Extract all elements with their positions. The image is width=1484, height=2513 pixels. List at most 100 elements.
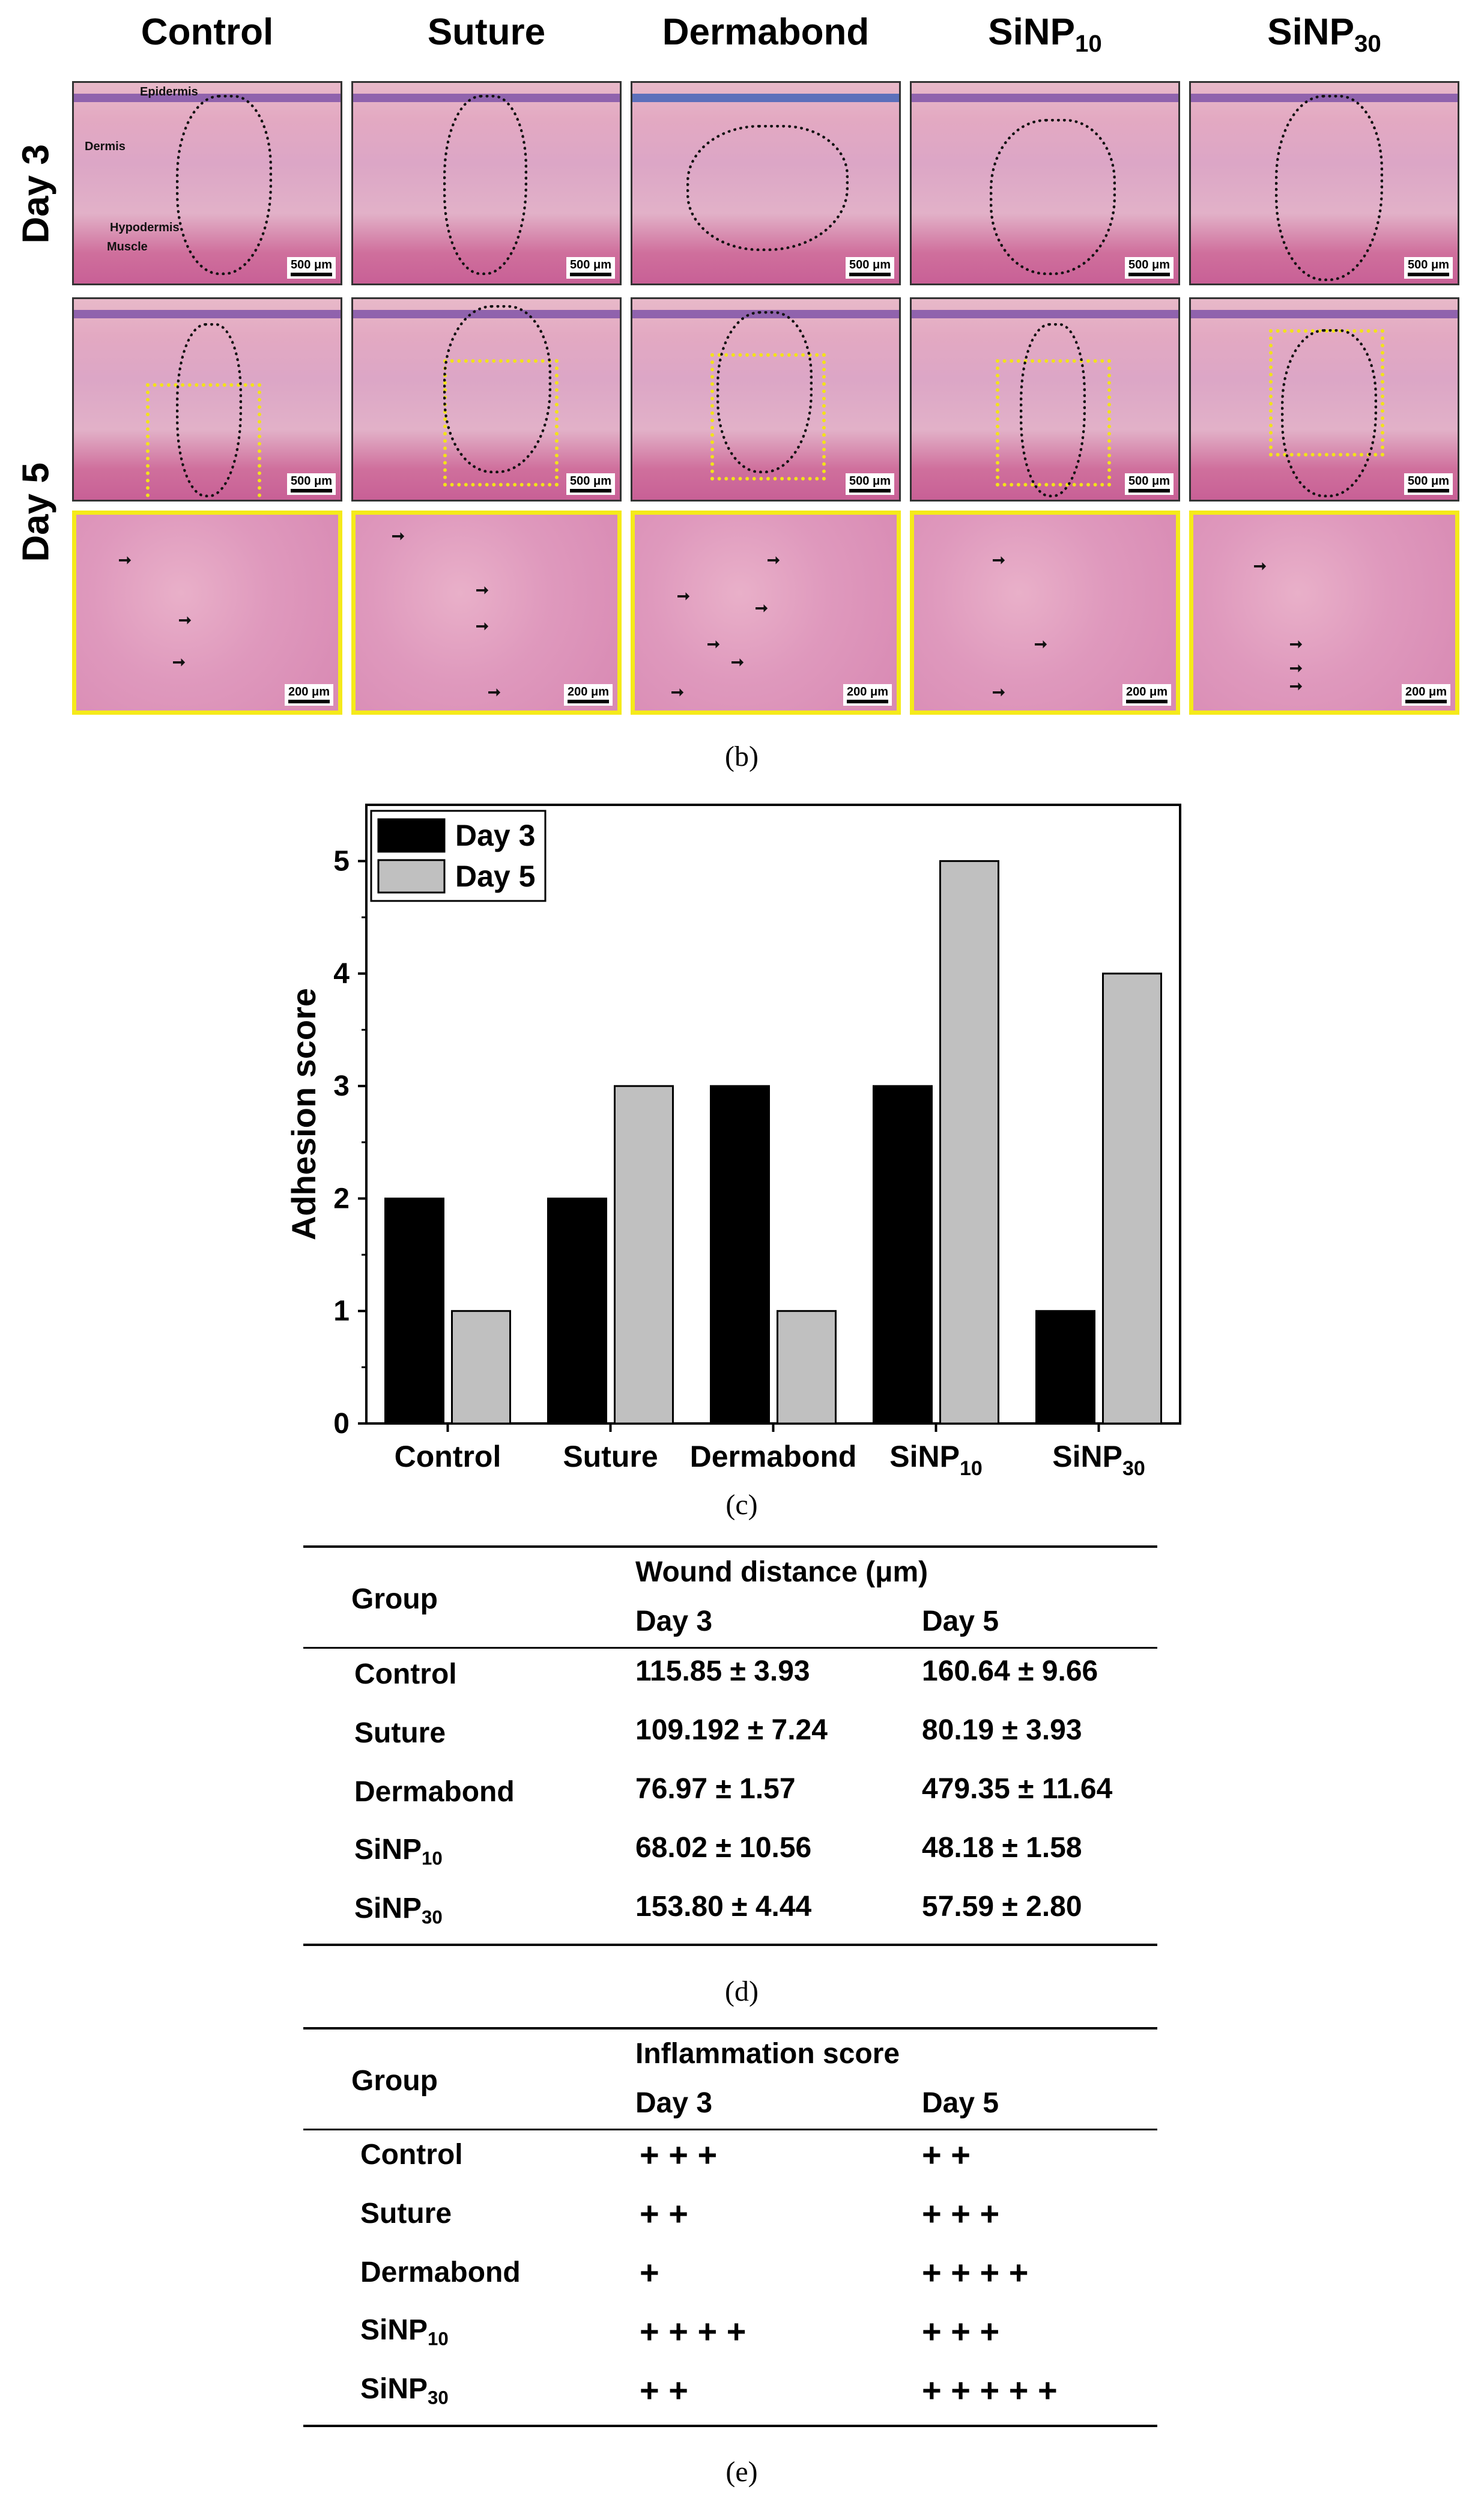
row-label-day3: Day 3: [15, 144, 57, 244]
row-label-day5: Day 5: [15, 462, 57, 562]
x-tick-label-sinp10: SiNP10: [889, 1440, 983, 1480]
panel-day5-sinp10: 500 μm: [910, 297, 1180, 502]
table-d-row-group: Suture: [354, 1717, 446, 1749]
legend-label-day3: Day 3: [455, 819, 535, 852]
table-e-row-group: Suture: [360, 2198, 452, 2230]
x-tick-label-control: Control: [395, 1440, 501, 1473]
panel-day5-sinp10-zoom: ➞ ➞ ➞ 200 μm: [910, 511, 1180, 715]
y-axis-label: Adhesion score: [285, 988, 323, 1240]
table-d-mid-rule: [303, 1647, 1157, 1649]
col-header-sinp30: SiNP30: [1267, 11, 1381, 58]
y-tick-label: 0: [333, 1408, 350, 1440]
col-header-control: Control: [141, 11, 274, 53]
y-tick-label: 5: [333, 846, 350, 878]
bar-day5-sinp30: [1102, 972, 1162, 1425]
scale-bar: 200 μm: [1122, 684, 1171, 706]
table-e-row-day3: + +: [640, 2195, 688, 2233]
table-e-row-day3: + + +: [640, 2136, 718, 2174]
table-d-row-day5: 479.35 ± 11.64: [922, 1773, 1113, 1805]
table-d-day5-header: Day 5: [922, 1605, 999, 1637]
table-e-row-day5: + + + + +: [922, 2371, 1058, 2409]
panel-day5-sinp30: 500 μm: [1189, 297, 1459, 502]
y-tick-label: 4: [333, 958, 350, 990]
scale-bar: 200 μm: [843, 684, 892, 706]
bar-day5-suture: [614, 1085, 674, 1425]
scale-bar: 200 μm: [564, 684, 613, 706]
panel-day5-dermabond-zoom: ➞ ➞ ➞ ➞ ➞ ➞ 200 μm: [631, 511, 901, 715]
panel-day3-sinp30: 500 μm: [1189, 81, 1459, 285]
caption-d: (d): [725, 1975, 759, 2007]
panel-day3-sinp10: 500 μm: [910, 81, 1180, 285]
table-d-row-day5: 160.64 ± 9.66: [922, 1655, 1098, 1687]
table-e-day3-header: Day 3: [635, 2087, 713, 2119]
scale-bar: 500 μm: [846, 257, 894, 279]
table-d-row-day3: 68.02 ± 10.56: [635, 1832, 812, 1864]
annot-hypodermis: Hypodermis: [110, 221, 180, 234]
bar-day3-control: [384, 1197, 444, 1425]
bar-day5-dermabond: [777, 1310, 837, 1425]
table-e-row-day3: + + + +: [640, 2312, 747, 2350]
table-e-group-header: Group: [351, 2065, 438, 2097]
table-d-row-group: SiNP30: [354, 1893, 443, 1928]
table-d-row-group: SiNP10: [354, 1834, 443, 1869]
scale-bar: 500 μm: [1125, 257, 1174, 279]
table-d-row-day3: 115.85 ± 3.93: [635, 1655, 810, 1687]
legend-label-day5: Day 5: [455, 859, 535, 893]
annot-epidermis: Epidermis: [140, 85, 198, 99]
x-tick-label-dermabond: Dermabond: [690, 1440, 857, 1473]
bar-day3-dermabond: [710, 1085, 770, 1425]
table-e-mid-rule: [303, 2129, 1157, 2130]
panel-day3-control: Epidermis Dermis Hypodermis Muscle 500 μ…: [72, 81, 342, 285]
table-e-row-day3: +: [640, 2254, 659, 2291]
scale-bar: 200 μm: [1402, 684, 1450, 706]
panel-day5-control: 500 μm: [72, 297, 342, 502]
table-d-bottom-rule: [303, 1944, 1157, 1946]
bar-day3-sinp10: [873, 1085, 933, 1425]
table-e-row-group: Control: [360, 2139, 463, 2171]
x-tick-label-suture: Suture: [563, 1440, 658, 1473]
x-tick-label-sinp30: SiNP30: [1052, 1440, 1145, 1480]
scale-bar: 500 μm: [566, 257, 615, 279]
table-e-top-rule: [303, 2027, 1157, 2029]
panel-day3-suture: 500 μm: [351, 81, 622, 285]
table-d-top-rule: [303, 1545, 1157, 1548]
col-header-sinp10: SiNP10: [988, 11, 1102, 58]
bar-day5-sinp10: [939, 860, 999, 1425]
col-header-dermabond: Dermabond: [662, 11, 870, 53]
table-d-row-day3: 153.80 ± 4.44: [635, 1891, 812, 1923]
panel-day5-dermabond: 500 μm: [631, 297, 901, 502]
adhesion-chart: 0 1 2 3 4 5 Adhesion score Control Suture Dermabo…: [285, 804, 1181, 1480]
table-e-row-group: Dermabond: [360, 2257, 521, 2288]
scale-bar: 500 μm: [1125, 473, 1174, 495]
panel-day3-dermabond: 500 μm: [631, 81, 901, 285]
caption-e: (e): [725, 2456, 758, 2488]
legend-swatch-day5: [377, 859, 446, 894]
table-e-row-day5: + + + +: [922, 2254, 1029, 2291]
table-e-row-group: SiNP30: [360, 2373, 449, 2408]
table-e-row-day5: + + +: [922, 2195, 1000, 2233]
table-d-row-day3: 109.192 ± 7.24: [635, 1714, 828, 1746]
table-d-row-day5: 48.18 ± 1.58: [922, 1832, 1082, 1864]
table-e-day5-header: Day 5: [922, 2087, 999, 2119]
bar-day5-control: [451, 1310, 511, 1425]
caption-b: (b): [725, 741, 759, 772]
annot-muscle: Muscle: [107, 240, 148, 253]
table-d-row-day5: 57.59 ± 2.80: [922, 1891, 1082, 1923]
y-tick-label: 3: [333, 1070, 350, 1102]
col-header-suture: Suture: [427, 11, 546, 53]
scale-bar: 500 μm: [287, 473, 336, 495]
bar-day3-sinp30: [1035, 1310, 1095, 1425]
table-e-row-day5: + + +: [922, 2312, 1000, 2350]
y-tick-label: 1: [333, 1296, 350, 1327]
table-d-group-header: Group: [351, 1583, 438, 1615]
panel-day5-control-zoom: ➞ ➞ ➞ 200 μm: [72, 511, 342, 715]
table-d-row-day5: 80.19 ± 3.93: [922, 1714, 1082, 1746]
scale-bar: 500 μm: [287, 257, 336, 279]
legend-swatch-day3: [377, 818, 446, 853]
panel-day5-suture-zoom: ➞ ➞ ➞ ➞ 200 μm: [351, 511, 622, 715]
table-d-value-header: Wound distance (μm): [635, 1556, 928, 1588]
table-e-row-day5: + +: [922, 2136, 971, 2174]
table-e-bottom-rule: [303, 2425, 1157, 2427]
table-e-row-day3: + +: [640, 2371, 688, 2409]
panel-day5-sinp30-zoom: ➞ ➞ ➞ ➞ 200 μm: [1189, 511, 1459, 715]
